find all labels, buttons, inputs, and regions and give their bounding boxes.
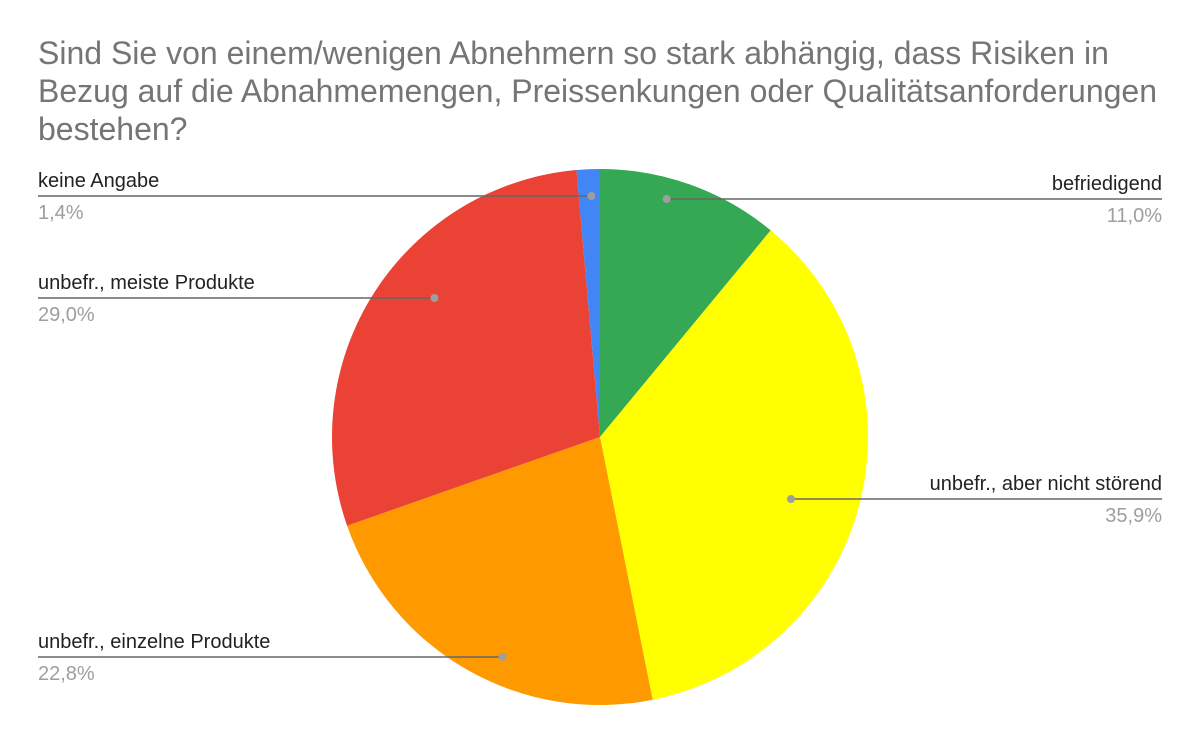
pie-slice-befriedigend (600, 169, 771, 437)
slice-label-unbefr-meiste-produkte: unbefr., meiste Produkte (38, 272, 255, 294)
leader-dot-befriedigend (662, 195, 671, 203)
leader-dot-unbefr-einzelne-produkte (498, 653, 507, 661)
pie-slice-unbefr-einzelne-produkte (347, 437, 653, 706)
leader-lines (38, 192, 1162, 661)
slice-label-keine-angabe: keine Angabe (38, 170, 159, 192)
slice-value-befriedigend: 11,0% (1107, 205, 1162, 227)
pie-slices (332, 168, 869, 706)
slice-label-unbefr-einzelne-produkte: unbefr., einzelne Produkte (38, 631, 270, 653)
slice-value-unbefr-einzelne-produkte: 22,8% (38, 663, 95, 685)
leader-dot-keine-angabe (587, 192, 596, 200)
chart-title: Sind Sie von einem/wenigen Abnehmern so … (38, 35, 1157, 147)
slice-label-unbefr-aber-nicht-stoerend: unbefr., aber nicht störend (930, 473, 1162, 495)
leader-dot-unbefr-meiste-produkte (430, 294, 439, 302)
pie-slice-keine-angabe (576, 168, 600, 437)
slice-labels: befriedigend 11,0% unbefr., aber nicht stö… (38, 170, 1162, 685)
slice-value-unbefr-meiste-produkte: 29,0% (38, 304, 95, 326)
slice-value-keine-angabe: 1,4% (38, 202, 84, 224)
slice-value-unbefr-aber-nicht-stoerend: 35,9% (1105, 505, 1162, 527)
pie-slice-unbefr-meiste-produkte (332, 170, 600, 526)
pie-slice-unbefr-aber-nicht-stoerend (600, 230, 869, 700)
slice-label-befriedigend: befriedigend (1052, 173, 1162, 195)
leader-dot-unbefr-aber-nicht-stoerend (787, 495, 795, 503)
